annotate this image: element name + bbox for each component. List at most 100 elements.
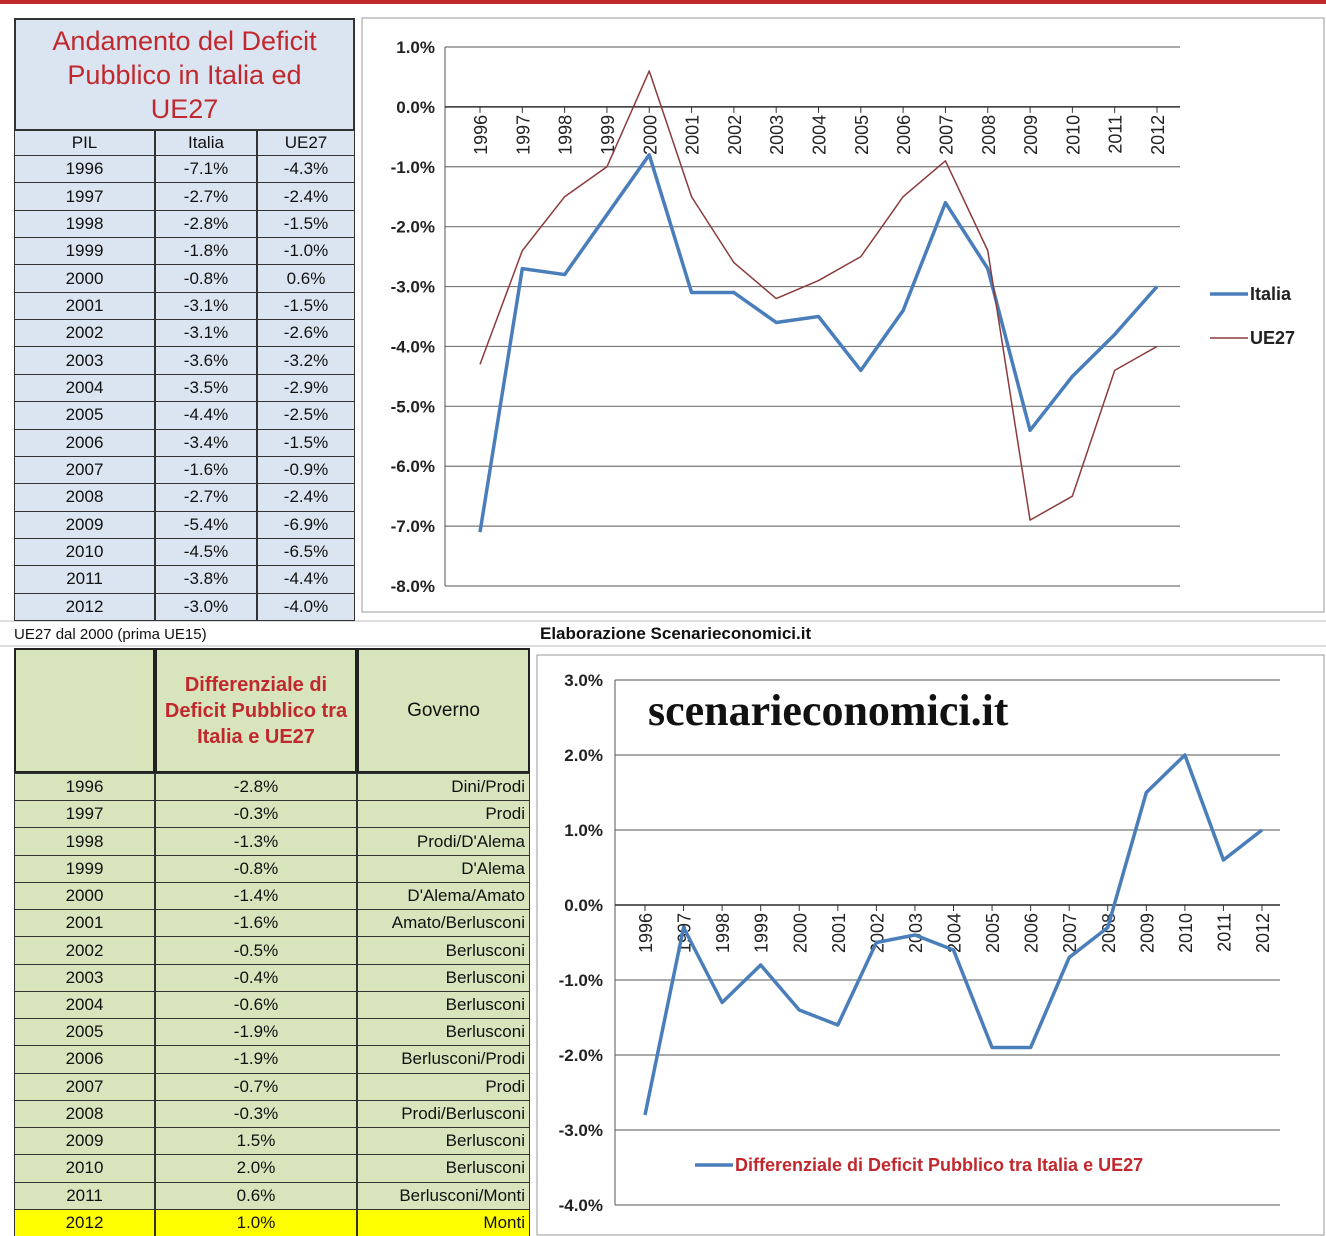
table-cell: Berlusconi/Prodi — [357, 1045, 530, 1074]
table-cell: -4.4% — [257, 565, 355, 594]
x-tick-label: 2001 — [829, 913, 849, 953]
x-tick-label: 2003 — [906, 913, 926, 953]
table-cell: -3.0% — [155, 592, 257, 621]
table-cell: 2003 — [14, 346, 155, 375]
table-cell: 2010 — [14, 1154, 155, 1183]
y-tick-label: 2.0% — [564, 746, 603, 765]
x-tick-label: 1996 — [636, 913, 656, 953]
chart-frame — [361, 17, 1325, 613]
x-tick-label: 1998 — [713, 913, 733, 953]
table-cell: 2008 — [14, 1099, 155, 1129]
table-cell: 2000 — [14, 264, 155, 293]
y-tick-label: -3.0% — [559, 1121, 603, 1140]
y-tick-label: -8.0% — [391, 577, 435, 596]
y-tick-label: -7.0% — [391, 517, 435, 536]
table-cell: 2010 — [14, 537, 155, 567]
table-cell: -1.5% — [257, 209, 355, 239]
table-cell: D'Alema — [357, 854, 530, 883]
table-cell: -4.4% — [155, 401, 257, 430]
table-cell: Berlusconi — [357, 1154, 530, 1183]
table-cell: Berlusconi — [357, 1127, 530, 1156]
table-cell: -1.6% — [155, 909, 357, 938]
x-tick-label: 2002 — [867, 913, 887, 953]
watermark: scenarieconomici.it — [648, 686, 1009, 735]
table-cell: -4.5% — [155, 537, 257, 567]
table-cell: -0.9% — [257, 455, 355, 485]
x-tick-label: 2011 — [1214, 913, 1234, 952]
table-cell: -3.8% — [155, 565, 257, 594]
table-cell: -2.6% — [257, 319, 355, 348]
x-tick-label: 1997 — [513, 115, 533, 155]
table-cell: 2007 — [14, 455, 155, 485]
table-cell: 0.6% — [257, 264, 355, 293]
table-cell: 2004 — [14, 373, 155, 403]
x-tick-label: 2005 — [983, 913, 1003, 953]
y-tick-label: 3.0% — [564, 671, 603, 690]
x-tick-label: 1999 — [598, 115, 618, 155]
x-tick-label: 2008 — [979, 115, 999, 155]
table-cell: -3.1% — [155, 319, 257, 348]
table-header: PIL — [14, 130, 155, 156]
table-cell: 1.0% — [155, 1208, 357, 1236]
table-cell: 2011 — [14, 1181, 155, 1210]
table-cell: -0.6% — [155, 990, 357, 1020]
table-cell: -1.9% — [155, 1045, 357, 1074]
table-cell: Berlusconi — [357, 936, 530, 965]
legend-label: Differenziale di Deficit Pubblico tra It… — [735, 1155, 1143, 1175]
table-cell: 2005 — [14, 401, 155, 430]
table-cell: -0.8% — [155, 264, 257, 293]
table-cell: -4.0% — [257, 592, 355, 621]
x-tick-label: 2010 — [1176, 913, 1196, 953]
table-cell: -3.5% — [155, 373, 257, 403]
table-cell: -2.5% — [257, 401, 355, 430]
table-header: Governo — [357, 648, 530, 773]
table-cell: -0.3% — [155, 800, 357, 829]
table-cell: 2012 — [14, 1208, 155, 1236]
table-header: Differenziale di Deficit Pubblico tra It… — [155, 648, 357, 773]
x-tick-label: 2005 — [852, 115, 872, 155]
y-tick-label: 0.0% — [564, 896, 603, 915]
x-tick-label: 2010 — [1063, 115, 1083, 155]
table-cell: 1996 — [14, 155, 155, 184]
x-tick-label: 2006 — [894, 115, 914, 155]
table-cell: 2011 — [14, 565, 155, 594]
table-cell: -0.8% — [155, 854, 357, 883]
x-tick-label: 2006 — [1022, 913, 1042, 953]
table-cell: -0.5% — [155, 936, 357, 965]
table-cell: -4.3% — [257, 155, 355, 184]
y-tick-label: -1.0% — [559, 971, 603, 990]
table-cell: -1.0% — [257, 237, 355, 266]
x-tick-label: 1998 — [556, 115, 576, 155]
table-title: Andamento del Deficit Pubblico in Italia… — [14, 18, 355, 131]
series-line — [478, 153, 1159, 533]
table-cell: -1.4% — [155, 881, 357, 911]
table-cell: -0.7% — [155, 1072, 357, 1101]
credit: Elaborazione Scenarieconomici.it — [540, 624, 812, 643]
table-cell: -0.4% — [155, 963, 357, 992]
table-cell: Berlusconi — [357, 990, 530, 1020]
x-tick-label: 2012 — [1148, 115, 1168, 155]
x-tick-label: 2002 — [725, 115, 745, 155]
table-cell: 1998 — [14, 827, 155, 856]
table-header: UE27 — [257, 130, 355, 156]
table-cell: -2.4% — [257, 483, 355, 512]
table-cell: -3.4% — [155, 428, 257, 457]
x-tick-label: 1999 — [752, 913, 772, 953]
chart-frame — [536, 654, 1325, 1236]
x-tick-label: 2003 — [767, 115, 787, 155]
x-tick-label: 2004 — [810, 115, 830, 155]
note: UE27 dal 2000 (prima UE15) — [14, 625, 207, 643]
table-header: Italia — [155, 130, 257, 156]
x-tick-label: 1996 — [471, 115, 491, 155]
table-header — [14, 648, 155, 773]
table-cell: -1.6% — [155, 455, 257, 485]
x-tick-label: 2001 — [683, 115, 703, 155]
x-tick-label: 2007 — [1060, 913, 1080, 953]
table-cell: 0.6% — [155, 1181, 357, 1210]
table-cell: 2001 — [14, 291, 155, 321]
table-cell: 2004 — [14, 990, 155, 1020]
table-cell: -2.7% — [155, 182, 257, 211]
table-cell: Prodi — [357, 1072, 530, 1101]
table-cell: -1.5% — [257, 428, 355, 457]
